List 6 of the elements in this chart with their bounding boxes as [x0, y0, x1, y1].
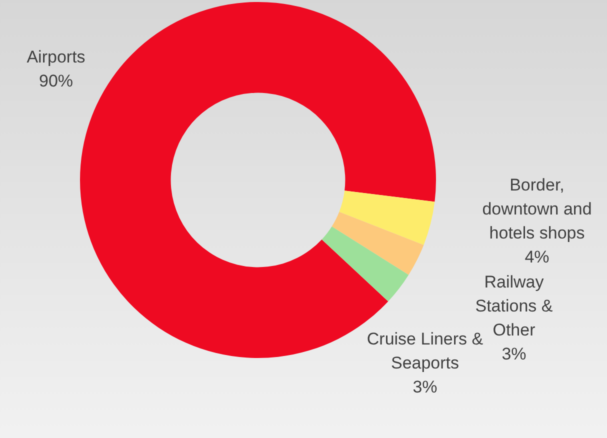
- slice-label: Airports: [26, 48, 86, 67]
- data-label: 4%: [524, 248, 550, 267]
- data-label: 3%: [502, 344, 526, 364]
- slice-label: Border, downtown and hotels shops: [482, 176, 592, 243]
- data-label: 3%: [412, 378, 438, 397]
- data-label: 90%: [38, 72, 74, 91]
